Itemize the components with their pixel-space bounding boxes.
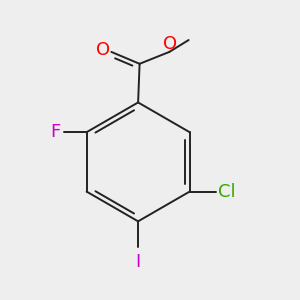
Text: O: O	[163, 35, 177, 53]
Text: I: I	[136, 254, 141, 272]
Text: Cl: Cl	[218, 183, 236, 201]
Text: O: O	[96, 40, 110, 58]
Text: F: F	[50, 123, 61, 141]
